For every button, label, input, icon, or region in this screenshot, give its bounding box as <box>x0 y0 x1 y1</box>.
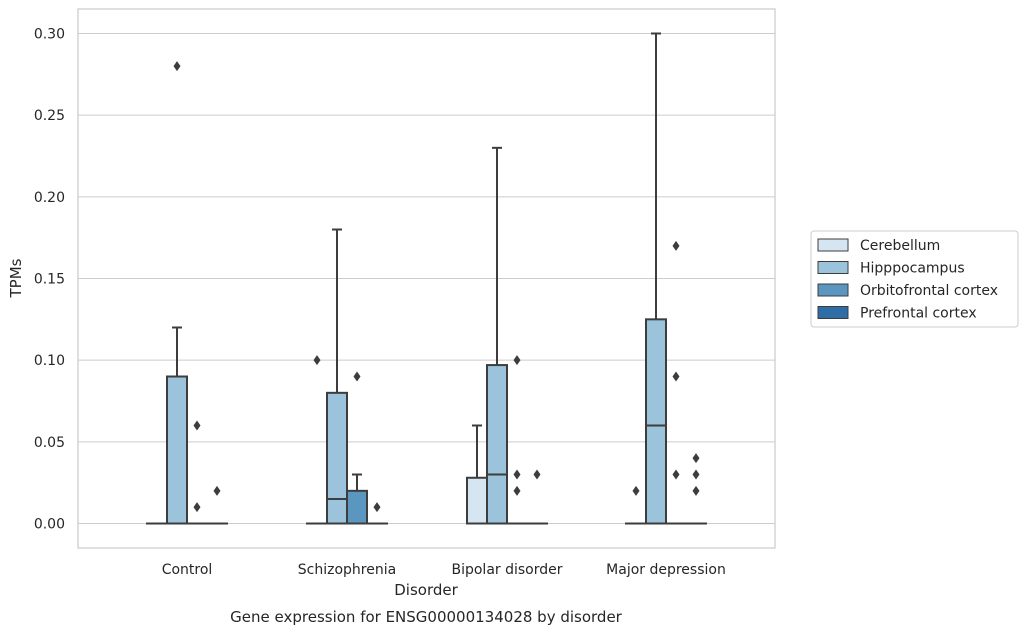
y-tick-label: 0.00 <box>34 517 65 533</box>
legend-label: Orbitofrontal cortex <box>860 283 998 299</box>
outlier-marker <box>174 61 181 71</box>
y-tick-label: 0.15 <box>34 272 65 288</box>
outlier-marker <box>214 486 221 496</box>
box-body <box>487 365 507 523</box>
x-tick-labels: Control Schizophrenia Bipolar disorder Majo… <box>162 562 726 578</box>
box-2-2 <box>507 355 527 523</box>
box-3-2 <box>666 241 686 524</box>
box-2-3 <box>527 470 547 524</box>
outlier-marker <box>693 470 700 480</box>
outlier-marker <box>194 421 201 431</box>
box-2-0 <box>467 426 487 524</box>
box-body <box>347 491 367 524</box>
legend-label: Cerebellum <box>860 238 940 254</box>
legend-label: Prefrontal cortex <box>860 306 977 322</box>
x-tick-label: Control <box>162 562 213 578</box>
box-1-3 <box>367 502 387 523</box>
outlier-marker <box>633 486 640 496</box>
box-0-2 <box>187 421 207 524</box>
x-tick-label: Bipolar disorder <box>451 562 562 578</box>
outlier-marker <box>374 502 381 512</box>
box-0-3 <box>207 486 227 524</box>
outlier-marker <box>514 355 521 365</box>
y-tick-label: 0.10 <box>34 353 65 369</box>
outlier-marker <box>693 453 700 463</box>
outlier-marker <box>673 241 680 251</box>
outlier-marker <box>673 470 680 480</box>
box-1-1 <box>327 230 347 524</box>
box-body <box>467 478 487 524</box>
legend: Cerebellum Hipppocampus Orbitofrontal cort… <box>811 231 1018 327</box>
outlier-marker <box>693 486 700 496</box>
box-1-0 <box>307 355 327 523</box>
outlier-marker <box>194 502 201 512</box>
y-tick-label: 0.05 <box>34 435 65 451</box>
box-body <box>646 319 666 523</box>
legend-label: Hipppocampus <box>860 261 965 277</box>
outlier-marker <box>354 372 361 382</box>
box-body <box>327 393 347 524</box>
legend-swatch <box>818 239 848 251</box>
legend-swatch <box>818 307 848 319</box>
outlier-marker <box>673 372 680 382</box>
x-tick-label: Major depression <box>606 562 726 578</box>
outlier-marker <box>534 470 541 480</box>
box-3-3 <box>686 453 706 523</box>
y-tick-label: 0.20 <box>34 190 65 206</box>
x-tick-label: Schizophrenia <box>298 562 396 578</box>
box-3-0 <box>626 486 646 524</box>
legend-swatch <box>818 284 848 296</box>
box-0-1 <box>167 61 187 523</box>
box-1-2 <box>347 372 367 524</box>
chart-title: Gene expression for ENSG00000134028 by d… <box>230 608 623 626</box>
y-tick-label: 0.25 <box>34 108 65 124</box>
outlier-marker <box>314 355 321 365</box>
box-body <box>167 377 187 524</box>
y-tick-label: 0.30 <box>34 27 65 43</box>
y-tick-labels: 0.00 0.05 0.10 0.15 0.20 0.25 0.30 <box>34 27 65 533</box>
box-2-1 <box>487 148 507 524</box>
outlier-marker <box>514 486 521 496</box>
outlier-marker <box>514 470 521 480</box>
y-axis-label: TPMs <box>7 258 25 298</box>
x-axis-label: Disorder <box>394 581 458 599</box>
legend-swatch <box>818 262 848 274</box>
